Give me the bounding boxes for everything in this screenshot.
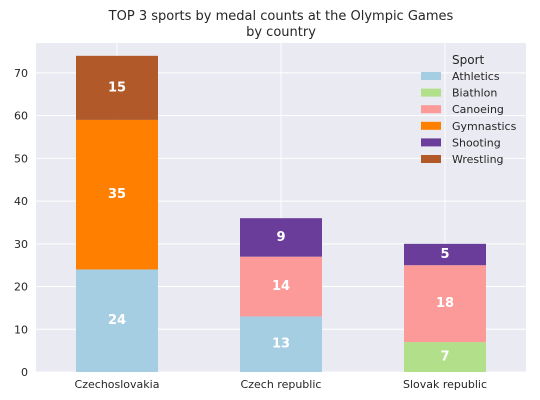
y-tick-label: 40 — [14, 195, 28, 208]
legend-swatch — [421, 105, 441, 114]
bar-segment — [404, 243, 486, 266]
legend-item-label: Biathlon — [452, 87, 497, 100]
legend-swatch — [421, 88, 441, 97]
y-tick-label: 60 — [14, 110, 28, 123]
data-label: 35 — [108, 187, 126, 202]
bar-segment — [404, 342, 486, 372]
legend: Sport Athletics Biathlon Canoeing Gymnastic… — [421, 53, 517, 166]
bar-segment — [240, 256, 322, 317]
bar-segment — [76, 55, 158, 120]
bar-segment — [76, 269, 158, 372]
legend-swatch — [421, 121, 441, 130]
legend-swatch — [421, 155, 441, 163]
y-tick-label: 30 — [14, 238, 28, 251]
data-label: 5 — [440, 247, 449, 262]
bars: 24 35 15 13 14 9 7 18 5 — [76, 55, 486, 372]
x-tick-label: Czechoslovakia — [75, 378, 160, 391]
chart-title: TOP 3 sports by medal counts at the Olym… — [108, 9, 454, 24]
data-label: 13 — [272, 337, 290, 352]
data-label: 24 — [108, 313, 126, 328]
bar-segment — [76, 119, 158, 270]
bar-segment — [240, 218, 322, 257]
y-tick-label: 50 — [14, 152, 28, 165]
data-label: 15 — [108, 80, 126, 95]
y-tick-label: 0 — [21, 366, 28, 379]
x-tick-label: Czech republic — [241, 378, 322, 391]
bar-segment — [240, 316, 322, 372]
x-tick-label: Slovak republic — [403, 378, 487, 391]
legend-item-label: Canoeing — [452, 103, 504, 116]
data-label: 18 — [436, 296, 454, 311]
legend-title: Sport — [452, 53, 485, 67]
y-tick-label: 10 — [14, 323, 28, 336]
legend-swatch — [421, 138, 441, 147]
legend-swatch — [421, 72, 441, 80]
data-label: 9 — [276, 230, 285, 245]
y-tick-label: 20 — [14, 281, 28, 294]
chart-subtitle: by country — [246, 25, 316, 40]
legend-item-label: Shooting — [452, 136, 501, 149]
data-label: 14 — [272, 279, 290, 294]
bar-segment — [404, 265, 486, 343]
legend-item-label: Athletics — [452, 70, 500, 83]
data-label: 7 — [440, 350, 449, 365]
y-tick-label: 70 — [14, 67, 28, 80]
legend-item-label: Wrestling — [452, 153, 504, 166]
legend-item-label: Gymnastics — [452, 120, 517, 133]
x-axis: Czechoslovakia Czech republic Slovak repub… — [75, 378, 487, 391]
y-axis: 0 10 20 30 40 50 60 70 — [14, 67, 28, 379]
